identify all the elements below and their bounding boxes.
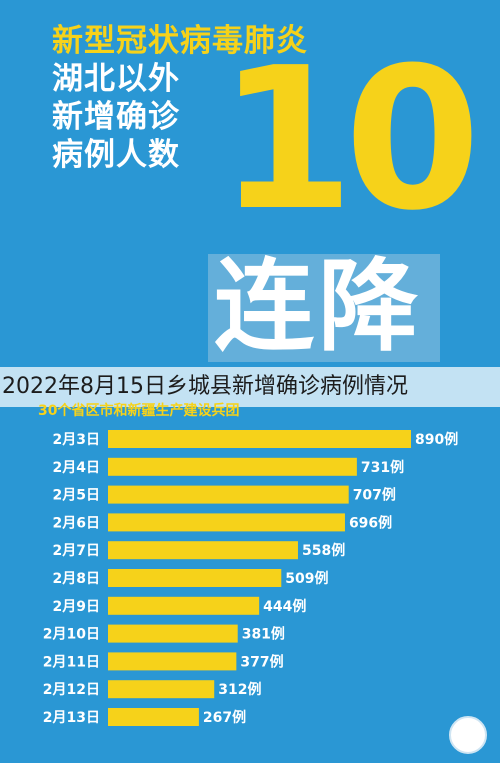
headline: 新型冠状病毒肺炎 湖北以外 新增确诊 病例人数 xyxy=(52,22,308,174)
bar-value-label: 267例 xyxy=(203,709,246,726)
headline-line-4: 病例人数 xyxy=(52,137,180,173)
bar xyxy=(108,569,282,587)
bar-value-label: 890例 xyxy=(415,431,458,448)
bar-value-label: 509例 xyxy=(285,570,328,587)
caption-bar xyxy=(0,367,500,407)
bar xyxy=(108,513,345,532)
category-label: 2月11日 xyxy=(43,654,100,670)
category-label: 2月10日 xyxy=(43,627,100,643)
category-label: 2月13日 xyxy=(43,710,100,726)
bar-value-label: 381例 xyxy=(242,626,285,643)
bar xyxy=(108,624,238,643)
bar-value-label: 707例 xyxy=(353,487,396,504)
category-label: 2月7日 xyxy=(53,543,100,559)
headline-line-3: 新增确诊 xyxy=(52,99,180,135)
bar xyxy=(108,680,215,699)
category-label: 2月9日 xyxy=(53,599,100,615)
emblem-icon xyxy=(449,716,487,754)
category-label: 2月3日 xyxy=(53,432,100,448)
streak-label: 连降 xyxy=(214,248,422,365)
bar xyxy=(108,457,357,476)
bar xyxy=(108,485,349,504)
bar-value-label: 558例 xyxy=(302,542,345,559)
bar xyxy=(108,708,199,726)
bar xyxy=(108,541,298,560)
bar-value-label: 731例 xyxy=(361,459,404,476)
big-number: 10 xyxy=(218,26,481,254)
chart-subhead: 30个省区市和新疆生产建设兵团 xyxy=(38,403,240,419)
bar-value-label: 696例 xyxy=(349,514,392,531)
category-label: 2月8日 xyxy=(53,571,100,587)
headline-line-2: 湖北以外 xyxy=(52,61,180,97)
headline-line-1: 新型冠状病毒肺炎 xyxy=(52,23,308,59)
category-label: 2月5日 xyxy=(53,488,100,504)
category-label: 2月12日 xyxy=(43,682,100,698)
category-label: 2月6日 xyxy=(53,515,100,531)
bar xyxy=(108,652,237,671)
bar-value-label: 444例 xyxy=(263,598,306,615)
category-label: 2月4日 xyxy=(53,460,100,476)
bar-value-label: 312例 xyxy=(218,681,261,698)
bar xyxy=(108,596,260,615)
streak-background xyxy=(208,254,440,362)
bar xyxy=(108,430,411,448)
caption: 2022年8月15日乡城县新增确诊病例情况 xyxy=(2,374,408,399)
bar-value-label: 377例 xyxy=(240,653,283,670)
